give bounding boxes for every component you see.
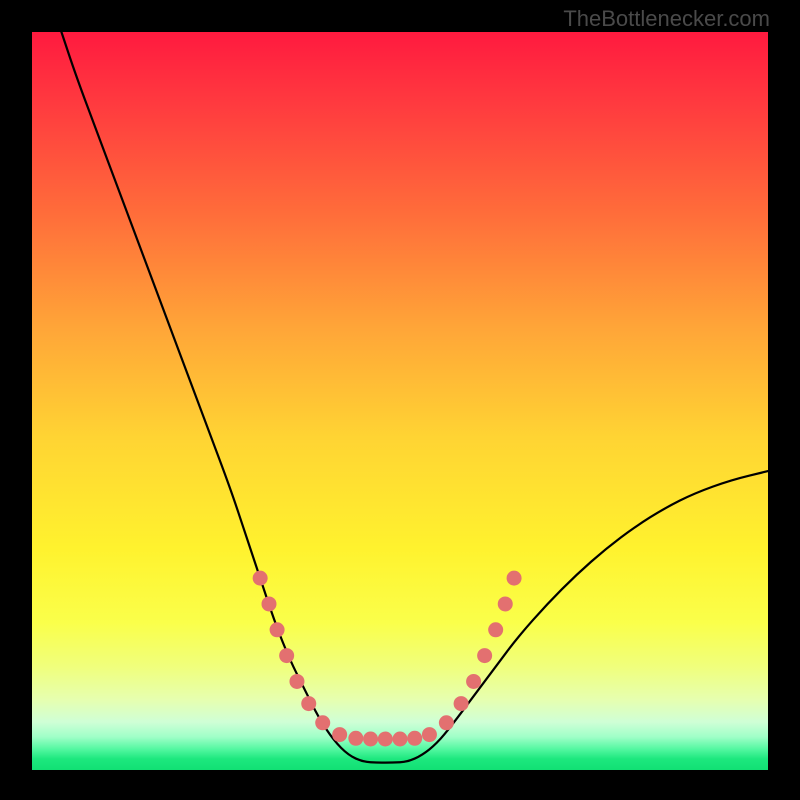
- gradient-background: [32, 32, 768, 770]
- plot-area: [32, 32, 768, 770]
- chart-stage: TheBottlenecker.com: [0, 0, 800, 800]
